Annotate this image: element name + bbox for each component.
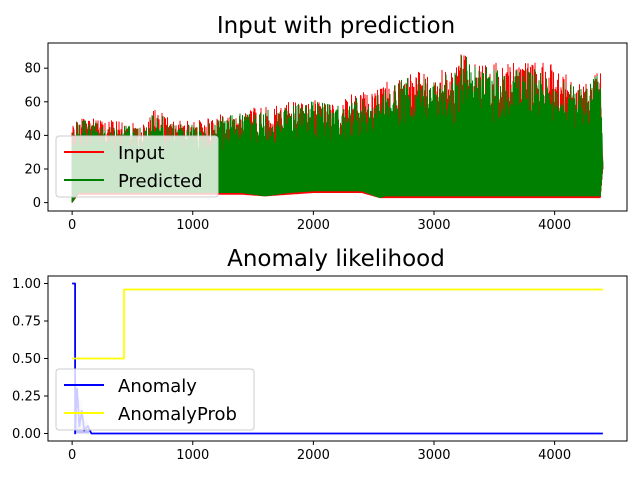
- x-tick-label: 2000: [297, 448, 330, 463]
- y-tick-label: 1.00: [12, 277, 41, 292]
- x-tick-label: 4000: [538, 218, 571, 233]
- y-tick-label: 80: [24, 62, 41, 77]
- legend-label-input: Input: [118, 143, 165, 164]
- legend-label-anomaly: Anomaly: [118, 376, 197, 397]
- x-tick-label: 3000: [417, 218, 450, 233]
- y-tick-label: 40: [24, 129, 41, 144]
- y-tick-label: 0: [33, 196, 41, 211]
- y-tick-label: 0.50: [12, 352, 41, 367]
- x-tick-label: 0: [68, 218, 76, 233]
- series-line-anomalyprob: [72, 288, 603, 360]
- x-tick-label: 3000: [417, 448, 450, 463]
- axes-frame: [47, 275, 628, 442]
- y-tick-label: 0.25: [12, 390, 41, 405]
- y-tick-label: 0.75: [12, 315, 41, 330]
- legend-label-anomalyprob: AnomalyProb: [118, 404, 237, 425]
- y-tick-label: 20: [24, 163, 41, 178]
- y-tick-label: 0.00: [12, 427, 41, 442]
- axes-frame: [47, 42, 628, 212]
- subplot-anomaly-likelihood: Anomaly likelihood 0 1000 2000 3000 4000 0.00…: [12, 246, 628, 463]
- y-tick-label: 60: [24, 95, 41, 110]
- legend: Anomaly AnomalyProb: [55, 368, 255, 431]
- subplot-input-with-prediction: Input with prediction 0 1000 2000 3000 40000…: [24, 13, 628, 233]
- x-tick-label: 0: [68, 448, 76, 463]
- x-tick-label: 2000: [297, 218, 330, 233]
- tick-layer: 0 1000 2000 3000 4000 0 20 40 60 80: [24, 62, 571, 233]
- legend-box: [55, 368, 255, 431]
- legend-label-predicted: Predicted: [118, 171, 203, 192]
- chart-title: Anomaly likelihood: [227, 246, 445, 272]
- tick-layer: 0 1000 2000 3000 4000 0.00 0.25 0.50 0.75 1.00: [12, 277, 571, 463]
- x-tick-label: 1000: [176, 218, 209, 233]
- legend: Input Predicted: [55, 135, 219, 198]
- x-tick-label: 4000: [538, 448, 571, 463]
- chart-title: Input with prediction: [217, 13, 455, 39]
- x-tick-label: 1000: [176, 448, 209, 463]
